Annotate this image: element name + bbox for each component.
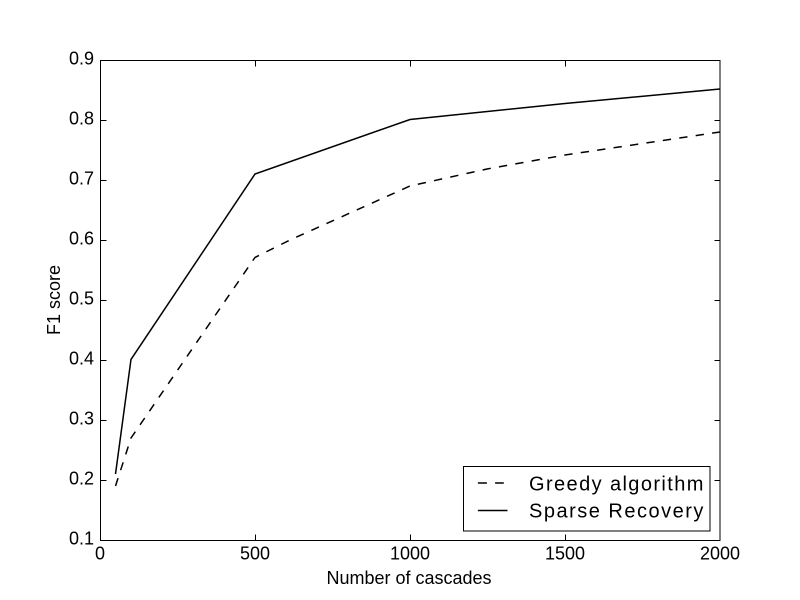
svg-text:0.1: 0.1 (69, 529, 94, 549)
svg-text:0.8: 0.8 (69, 109, 94, 129)
svg-text:Sparse Recovery: Sparse Recovery (529, 501, 705, 523)
svg-text:0.4: 0.4 (69, 349, 94, 369)
svg-text:2000: 2000 (700, 544, 740, 564)
svg-text:0.5: 0.5 (69, 289, 94, 309)
svg-text:0.6: 0.6 (69, 229, 94, 249)
svg-text:Number of cascades: Number of cascades (326, 568, 491, 588)
svg-text:Greedy algorithm: Greedy algorithm (529, 474, 705, 496)
svg-text:0.2: 0.2 (69, 469, 94, 489)
svg-text:0.7: 0.7 (69, 169, 94, 189)
svg-text:1000: 1000 (390, 544, 430, 564)
svg-text:0: 0 (95, 544, 105, 564)
svg-text:0.9: 0.9 (69, 49, 94, 69)
svg-text:F1 score: F1 score (44, 265, 64, 335)
svg-text:1500: 1500 (545, 544, 585, 564)
svg-text:500: 500 (240, 544, 270, 564)
svg-text:0.3: 0.3 (69, 409, 94, 429)
